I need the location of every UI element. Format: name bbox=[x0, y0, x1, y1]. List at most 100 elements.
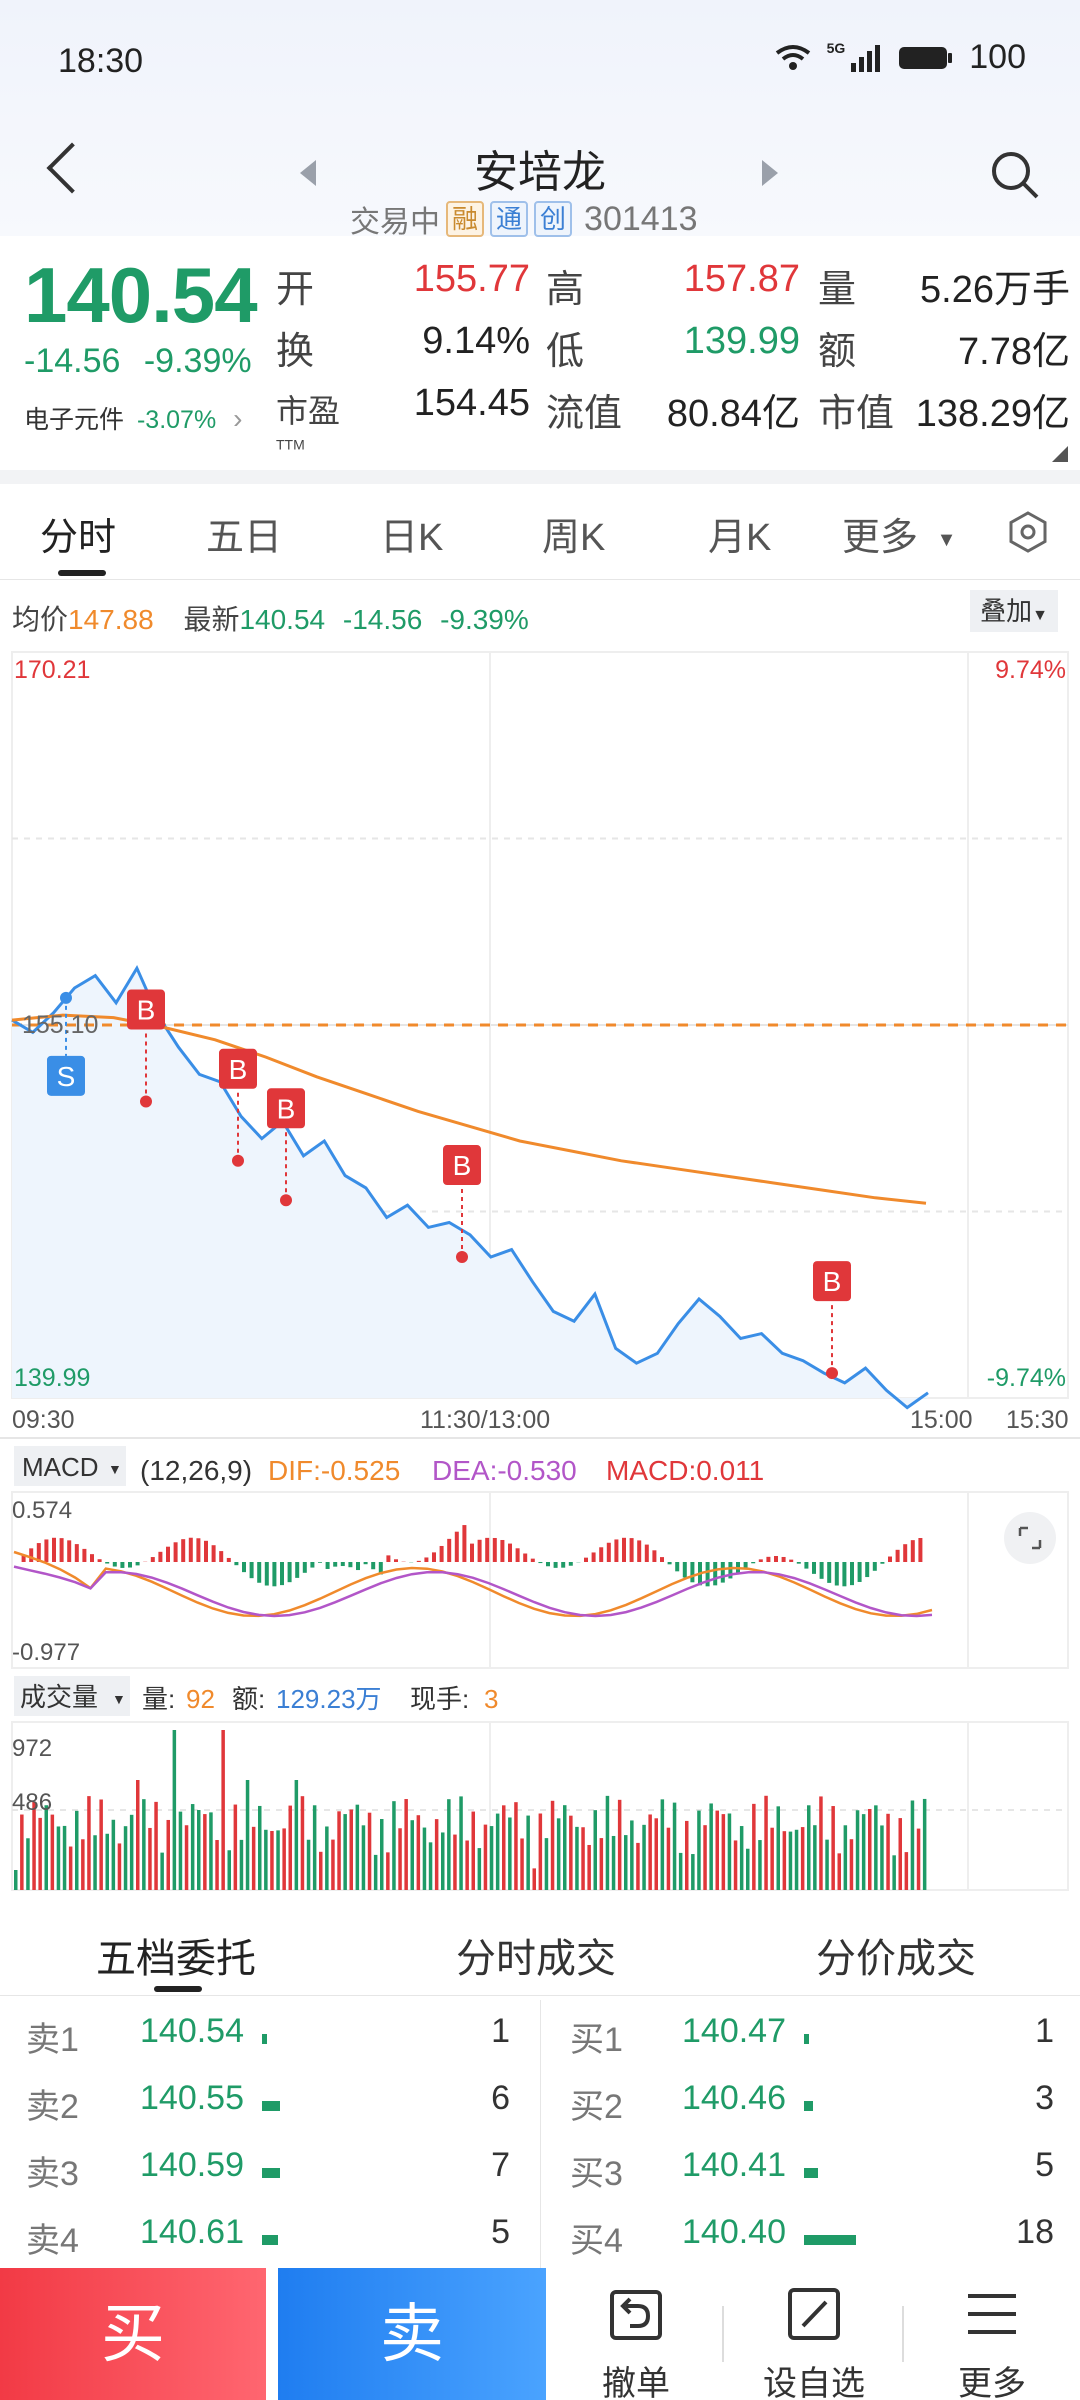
volume-bar bbox=[788, 1831, 793, 1890]
avg-label: 均价 bbox=[12, 604, 69, 635]
sell-level-price: 140.61 bbox=[140, 2213, 244, 2251]
quote-value: 154.45 bbox=[413, 382, 530, 424]
active-tab-indicator bbox=[58, 570, 106, 576]
volume-bar bbox=[898, 1818, 902, 1890]
volume-bar bbox=[794, 1829, 799, 1890]
buy-level-row[interactable]: 买4 140.40 18 bbox=[0, 2205, 1080, 2271]
sell-level-price: 140.59 bbox=[140, 2146, 244, 2184]
prev-stock-icon[interactable] bbox=[300, 160, 316, 186]
buy-level-label: 买4 bbox=[570, 2222, 623, 2260]
quote-value: 139.99 bbox=[683, 320, 800, 362]
volume-bar bbox=[715, 1810, 719, 1890]
tab-more[interactable]: 更多 ▼ bbox=[842, 506, 956, 561]
macd-bar bbox=[880, 1562, 885, 1564]
volume-bar bbox=[922, 1798, 927, 1890]
macd-bar bbox=[21, 1554, 26, 1562]
buy-button[interactable]: 买 bbox=[0, 2268, 266, 2400]
tab-tick-trades[interactable]: 分时成交 bbox=[456, 1937, 616, 1981]
buy-level-row[interactable]: 买1 140.47 1 bbox=[0, 2004, 1080, 2070]
tab-order-book[interactable]: 五档委托 bbox=[96, 1937, 256, 1981]
sell-level-row[interactable]: 卖2 140.55 6 bbox=[0, 2071, 1080, 2137]
volume-bar bbox=[288, 1805, 292, 1890]
volume-bar bbox=[630, 1820, 634, 1890]
macd-bar bbox=[454, 1531, 459, 1562]
volume-bar bbox=[160, 1852, 164, 1890]
buy-level-row[interactable]: 买2 140.46 3 bbox=[0, 2071, 1080, 2137]
tab-five-day[interactable]: 五日 bbox=[206, 517, 283, 559]
macd-bar bbox=[272, 1562, 277, 1587]
macd-bar bbox=[637, 1540, 642, 1562]
volume-bar bbox=[611, 1835, 616, 1890]
macd-bar bbox=[204, 1540, 208, 1562]
tab-price-trades[interactable]: 分价成交 bbox=[816, 1937, 976, 1981]
sell-level-label: 卖2 bbox=[26, 2088, 79, 2126]
macd-bar bbox=[302, 1562, 307, 1573]
volume-mid-label: 486 bbox=[12, 1789, 52, 1816]
ref-price-label: 155.10 bbox=[22, 1011, 98, 1039]
price-max-label: 170.21 bbox=[14, 656, 90, 684]
buy-level-bar bbox=[804, 2235, 857, 2245]
macd-bar bbox=[394, 1559, 398, 1562]
buy-level-qty: 3 bbox=[1035, 2079, 1054, 2117]
volume-bar bbox=[746, 1848, 750, 1890]
buy-level-qty: 1 bbox=[1035, 2012, 1054, 2050]
macd-bar bbox=[173, 1542, 178, 1562]
next-stock-icon[interactable] bbox=[762, 160, 778, 186]
quote-label: 开 bbox=[276, 269, 315, 311]
volume-bar bbox=[764, 1795, 768, 1890]
caret-down-icon: ▼ bbox=[108, 1461, 122, 1477]
macd-bar bbox=[789, 1559, 794, 1562]
intraday-chart[interactable]: SBBBBB170.21139.999.74%-9.74%155.1009:30… bbox=[0, 640, 1080, 1905]
add-watchlist-button[interactable]: 设自选 bbox=[734, 2280, 894, 2400]
quote-label: 量 bbox=[818, 269, 857, 311]
buy-level-row[interactable]: 买3 140.41 5 bbox=[0, 2138, 1080, 2204]
volume-bar bbox=[422, 1827, 427, 1890]
volume-bar bbox=[550, 1800, 555, 1890]
marker-badge bbox=[813, 1261, 851, 1302]
quote-label-group: 市盈 TTM bbox=[276, 386, 340, 469]
sell-level-qty: 7 bbox=[491, 2146, 510, 2184]
volume-bar bbox=[886, 1813, 890, 1890]
marker-label: B bbox=[823, 1266, 842, 1297]
quote-value: 80.84亿 bbox=[666, 393, 800, 435]
search-icon[interactable] bbox=[990, 150, 1040, 200]
macd-bar bbox=[523, 1553, 528, 1562]
macd-bar bbox=[348, 1562, 353, 1568]
macd-bar bbox=[29, 1548, 34, 1562]
orderbook-divider bbox=[540, 2000, 541, 2268]
volume-bar bbox=[178, 1811, 183, 1890]
more-button[interactable]: 更多 bbox=[912, 2280, 1072, 2400]
tab-monthly-k[interactable]: 月K bbox=[708, 517, 772, 559]
orderbook-tabs: 五档委托 分时成交 分价成交 bbox=[0, 1906, 1080, 1996]
tab-intraday[interactable]: 分时 bbox=[40, 517, 117, 559]
tab-weekly-k[interactable]: 周K bbox=[542, 517, 606, 559]
volume-bar bbox=[233, 1804, 238, 1890]
volume-bar bbox=[495, 1813, 500, 1890]
sell-level-qty: 5 bbox=[491, 2213, 510, 2251]
sell-level-row[interactable]: 卖3 140.59 7 bbox=[0, 2138, 1080, 2204]
tab-daily-k[interactable]: 日K bbox=[380, 517, 444, 559]
volume-bar bbox=[26, 1838, 30, 1890]
volume-bar bbox=[44, 1805, 48, 1890]
sell-level-row[interactable]: 卖1 140.54 1 bbox=[0, 2004, 1080, 2070]
expand-corner-icon[interactable] bbox=[1052, 446, 1068, 462]
macd-bar bbox=[682, 1562, 687, 1578]
cancel-order-button[interactable]: 撤单 bbox=[556, 2280, 716, 2400]
volume-bar bbox=[508, 1817, 512, 1890]
macd-bar bbox=[325, 1562, 330, 1569]
volume-bar bbox=[855, 1810, 860, 1890]
sell-level-row[interactable]: 卖4 140.61 5 bbox=[0, 2205, 1080, 2271]
sector-link[interactable]: 电子元件 -3.07% › bbox=[24, 400, 242, 436]
volume-bar bbox=[465, 1840, 469, 1890]
macd-bar bbox=[90, 1554, 94, 1562]
price-min-label: 139.99 bbox=[14, 1364, 90, 1392]
volume-bar bbox=[563, 1805, 567, 1890]
settings-hexagon-icon[interactable] bbox=[1006, 510, 1050, 554]
sell-level-qty: 6 bbox=[491, 2079, 510, 2117]
overlay-button[interactable]: 叠加▼ bbox=[970, 590, 1058, 632]
intraday-info: 均价147.88 最新140.54 -14.56 -9.39% bbox=[12, 598, 529, 638]
price-change: -14.56 -9.39% bbox=[24, 342, 252, 381]
volume-bar bbox=[166, 1819, 170, 1890]
volume-bar bbox=[892, 1855, 896, 1890]
sell-button[interactable]: 卖 bbox=[278, 2268, 546, 2400]
